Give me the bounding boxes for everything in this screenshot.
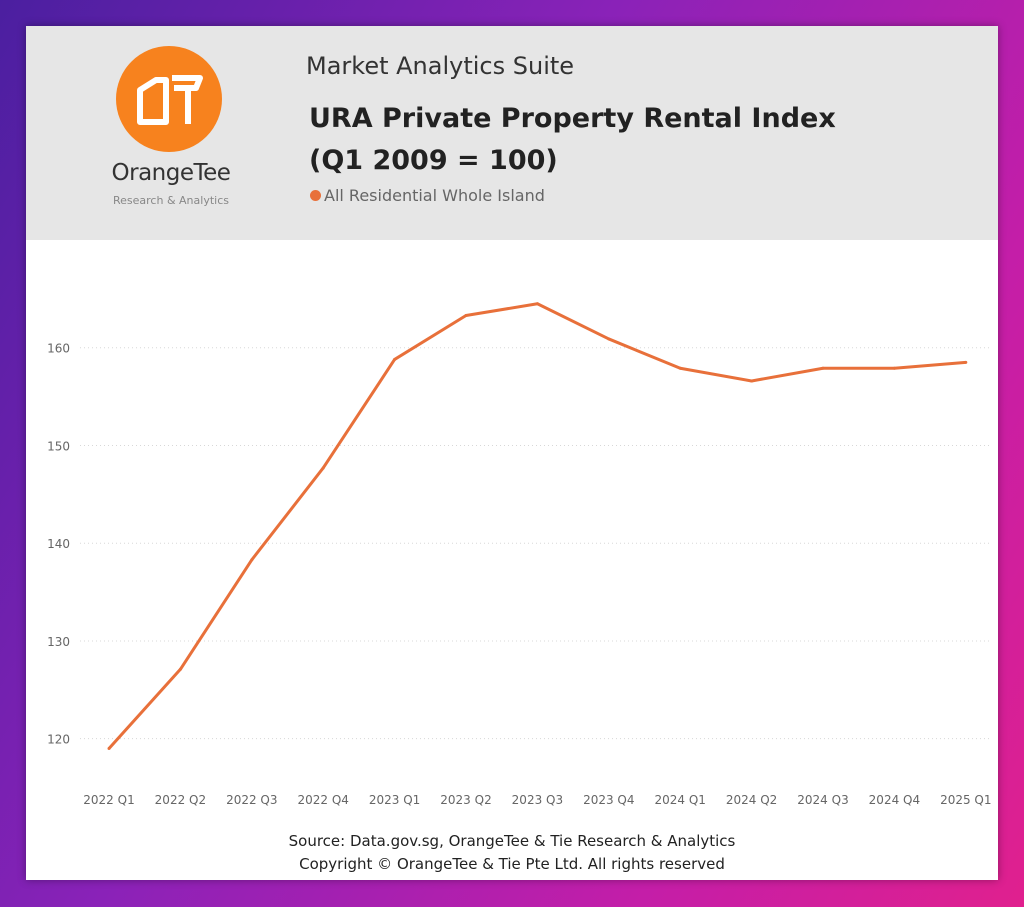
brand-name: OrangeTee (111, 160, 231, 186)
y-tick-label: 130 (47, 635, 70, 649)
data-point (393, 357, 397, 361)
x-tick-label: 2024 Q1 (654, 793, 705, 807)
x-tick-label: 2023 Q1 (369, 793, 420, 807)
line-chart: 120 130 140 150 160 2022 Q1 2022 Q2 2022 Q3 2022… (47, 302, 992, 807)
x-tick-label: 2023 Q4 (583, 793, 634, 807)
x-tick-label: 2024 Q2 (726, 793, 777, 807)
x-tick-label: 2022 Q1 (83, 793, 134, 807)
chart-title: URA Private Property Rental Index (Q1 20… (309, 98, 836, 182)
legend-marker (310, 190, 321, 201)
data-point (607, 337, 611, 341)
data-point (750, 379, 754, 383)
orangetee-logo (116, 46, 222, 152)
x-tick-label: 2022 Q2 (155, 793, 206, 807)
data-point (678, 366, 682, 370)
series-line (107, 302, 966, 750)
x-tick-label: 2025 Q1 (940, 793, 991, 807)
data-point (892, 366, 896, 370)
x-tick-label: 2023 Q3 (512, 793, 563, 807)
y-tick-label: 150 (47, 439, 70, 453)
data-point (535, 302, 539, 306)
data-point (821, 366, 825, 370)
data-point (321, 466, 325, 470)
brand-subtitle: Research & Analytics (113, 194, 229, 207)
legend-label: All Residential Whole Island (324, 186, 545, 205)
data-point (464, 313, 468, 317)
x-tick-label: 2022 Q4 (297, 793, 348, 807)
data-point (107, 746, 111, 750)
x-tick-label: 2022 Q3 (226, 793, 277, 807)
suite-title: Market Analytics Suite (306, 52, 575, 80)
chart-title-line1: URA Private Property Rental Index (309, 103, 836, 134)
chart-title-line2: (Q1 2009 = 100) (309, 145, 558, 176)
x-tick-label: 2024 Q3 (797, 793, 848, 807)
ot-logo-icon (137, 75, 203, 125)
data-point (964, 360, 968, 364)
source-note: Source: Data.gov.sg, OrangeTee & Tie Res… (288, 832, 736, 850)
chart-card: OrangeTee Research & Analytics Market An… (26, 26, 998, 880)
chart-header: OrangeTee Research & Analytics Market An… (26, 26, 998, 240)
x-tick-label: 2024 Q4 (869, 793, 920, 807)
y-tick-label: 160 (47, 342, 70, 356)
data-point (178, 667, 182, 671)
x-tick-label: 2023 Q2 (440, 793, 491, 807)
y-tick-label: 140 (47, 537, 70, 551)
data-point (250, 558, 254, 562)
copyright-note: Copyright © OrangeTee & Tie Pte Ltd. All… (299, 855, 725, 873)
y-tick-label: 120 (47, 733, 70, 747)
legend: All Residential Whole Island (310, 186, 545, 205)
